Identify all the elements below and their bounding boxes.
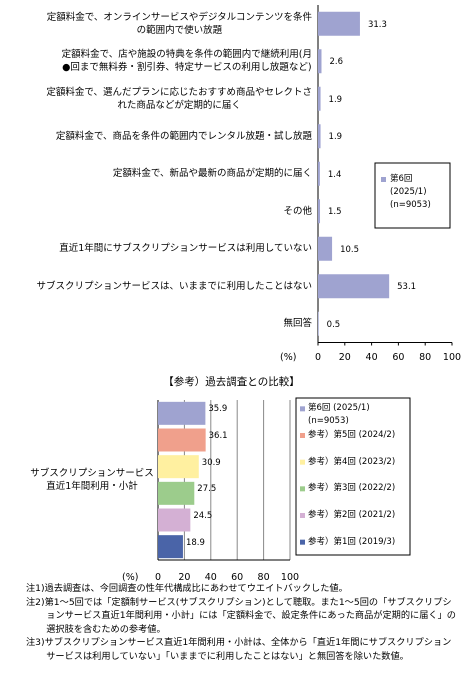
bar: [318, 11, 360, 36]
bar: [158, 508, 191, 532]
bar: [158, 455, 199, 479]
category-label: 定額料金で、店や施設の特典を条件の範囲内で継続利用(月 ●回まで無料券・割引券、…: [61, 49, 312, 74]
value-label: 1.5: [328, 207, 342, 218]
category-label: 定額料金で、商品を条件の範囲内でレンタル放題・試し放題: [55, 130, 312, 142]
legend-marker: [300, 459, 305, 465]
legend-marker: [300, 513, 305, 518]
x-tick-label: 20: [338, 351, 351, 363]
legend-label: 参考）第2回 (2021/2): [308, 510, 396, 520]
bar: [318, 311, 319, 336]
legend-marker: [300, 433, 305, 438]
category-label: 無回答: [283, 318, 312, 330]
value-label: 24.5: [193, 511, 213, 521]
value-label: 31.3: [367, 19, 387, 30]
value-label: 18.9: [185, 537, 205, 548]
value-label: 53.1: [397, 282, 417, 293]
legend-label: 参考）第5回 (2024/2): [308, 430, 396, 440]
value-label: 0.5: [326, 319, 341, 330]
note: 注3)サブスクリプションサービス直近1年間利用・小計は、全体から「直近1年間にサ…: [26, 637, 452, 662]
x-tick-label: 60: [392, 351, 405, 363]
x-tick-label: 40: [204, 572, 217, 583]
x-tick-label: 60: [231, 572, 244, 583]
category-label: 定額料金で、新品や最新の商品が定期的に届く: [112, 168, 312, 180]
value-label: 2.6: [329, 57, 343, 68]
x-tick-label: 100: [442, 351, 462, 363]
legend-box: [374, 162, 451, 229]
category-label: 定額料金で、選んだプランに応じたおすすめ商品やセレクトさ れた商品などが定期的に…: [46, 86, 312, 111]
x-tick-label: 40: [365, 351, 378, 363]
legend-label: 第6回 (2025/1) (n=9053): [390, 174, 431, 210]
notes: 注1)過去調査は、今回調査の性年代構成比にあわせてウエイトバックした値。注2)第…: [26, 582, 458, 663]
note: 注2)第1～5回では「定額制サービス(サブスクリプション)として聴取。また1～5…: [26, 596, 456, 635]
bar: [158, 428, 206, 452]
note: 注1)過去調査は、今回調査の性年代構成比にあわせてウエイトバックした値。: [26, 583, 348, 594]
legend-box: [295, 397, 411, 556]
legend-marker: [300, 406, 305, 412]
x-tick-label: 80: [257, 572, 270, 583]
legend-marker: [300, 486, 305, 492]
bar: [158, 401, 206, 425]
value-label: 1.9: [328, 94, 343, 105]
value-label: 36.1: [208, 431, 228, 441]
bar: [318, 236, 333, 261]
legend-label: 参考）第3回 (2022/2): [308, 483, 396, 494]
x-axis-label: (%): [122, 572, 139, 583]
x-axis-label: (%): [280, 351, 297, 363]
value-label: 1.4: [327, 169, 342, 180]
legend-label: 第6回 (2025/1) (n=9053): [308, 403, 370, 427]
bar: [318, 124, 321, 149]
bar: [318, 161, 320, 186]
value-label: 10.5: [340, 244, 359, 255]
category-label: 直近1年間にサブスクリプションサービスは利用していない: [59, 243, 312, 255]
bar: [158, 481, 195, 505]
legend-marker: [381, 177, 386, 182]
value-label: 27.5: [197, 484, 217, 495]
bar: [318, 199, 321, 224]
x-tick-label: 80: [419, 351, 432, 363]
category-label: 定額料金で、オンラインサービスやデジタルコンテンツを条件 の範囲内で使い放題: [46, 11, 312, 36]
x-tick-label: 0: [154, 572, 162, 583]
category-label: サブスクリプションサービスは、いままでに利用したことはない: [36, 280, 312, 292]
category-label: サブスクリプションサービス 直近1年間利用・小計: [30, 468, 154, 492]
chart-title: 【参考）過去調査との比較】: [163, 376, 300, 388]
legend-label: 参考）第1回 (2019/3): [308, 536, 396, 547]
legend-marker: [300, 539, 305, 545]
x-tick-label: 20: [178, 572, 191, 583]
value-label: 1.9: [328, 132, 343, 143]
category-label: その他: [283, 205, 312, 217]
x-tick-label: 0: [314, 351, 322, 363]
bar: [318, 86, 321, 111]
value-label: 30.9: [201, 457, 221, 468]
x-tick-label: 100: [280, 572, 300, 583]
bar: [158, 535, 183, 559]
bar: [318, 274, 390, 299]
legend-label: 参考）第4回 (2023/2): [308, 456, 396, 467]
value-label: 35.9: [208, 404, 228, 415]
bar: [318, 49, 322, 74]
